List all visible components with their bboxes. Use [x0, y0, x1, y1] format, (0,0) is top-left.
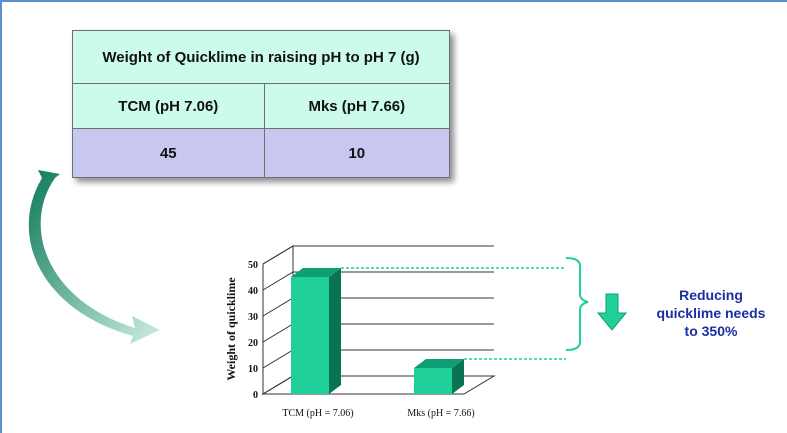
- bar-chart: 0 10 20 30 40 50 Weight of quicklime TCM (pH = …: [224, 245, 566, 419]
- bar: [291, 277, 329, 394]
- y-axis-label: Weight of quicklime: [224, 277, 238, 381]
- gridline: [262, 271, 494, 291]
- y-tick-label: 40: [248, 286, 258, 297]
- x-tick-label: TCM (pH = 7.06): [282, 408, 353, 419]
- bracket-icon: [565, 257, 589, 351]
- gridline: [262, 245, 494, 265]
- table-value-tcm: 45: [72, 128, 265, 178]
- y-tick-label: 0: [253, 390, 258, 401]
- curved-arrow-icon: [28, 170, 160, 344]
- down-arrow-icon: [596, 293, 628, 331]
- note-line-3: to 350%: [684, 323, 738, 339]
- bar-top: [414, 359, 464, 368]
- reduction-note: Reducing quicklime needs to 350%: [636, 286, 786, 340]
- bar-side: [452, 359, 464, 394]
- bar-top: [291, 268, 341, 277]
- bar: [414, 368, 452, 394]
- y-tick-label: 10: [248, 364, 258, 375]
- y-tick-label: 30: [248, 312, 258, 323]
- note-line-2: quicklime needs: [656, 305, 766, 321]
- bar-side: [329, 268, 341, 394]
- table-header-mks: Mks (pH 7.66): [263, 83, 451, 129]
- table-title: Weight of Quicklime in raising pH to pH …: [72, 30, 450, 84]
- x-tick-label: Mks (pH = 7.66): [407, 408, 474, 419]
- note-line-1: Reducing: [679, 287, 743, 303]
- table-value-mks: 10: [263, 128, 451, 178]
- y-tick-label: 20: [248, 338, 258, 349]
- chart-side-wall: [262, 245, 294, 395]
- quicklime-table: Weight of Quicklime in raising pH to pH …: [72, 30, 451, 178]
- y-tick-label: 50: [248, 260, 258, 271]
